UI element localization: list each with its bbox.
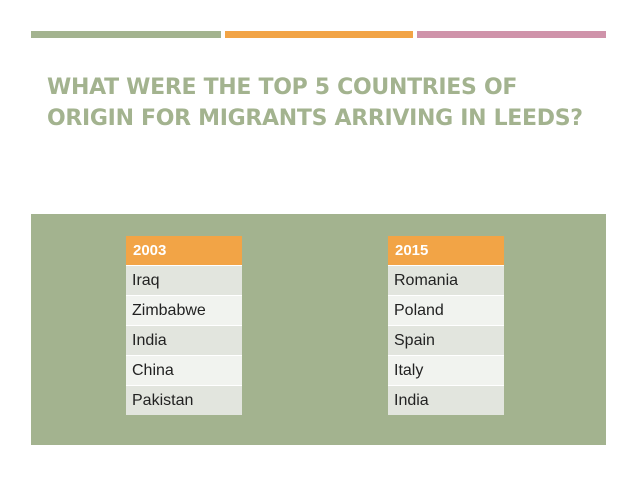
table-cell: China xyxy=(126,355,242,386)
table-cell: Spain xyxy=(388,325,504,356)
table-2015: 2015 Romania Poland Spain Italy India xyxy=(388,236,504,415)
table-cell: Romania xyxy=(388,265,504,296)
content-panel: 2003 Iraq Zimbabwe India China Pakistan … xyxy=(31,214,606,445)
accent-bar-pink xyxy=(417,31,606,38)
table-cell: India xyxy=(388,385,504,415)
accent-bar-green xyxy=(31,31,221,38)
table-cell: Iraq xyxy=(126,265,242,296)
table-header: 2003 xyxy=(126,236,242,266)
accent-bar-orange xyxy=(225,31,413,38)
table-cell: Pakistan xyxy=(126,385,242,415)
slide-title: What were the top 5 countries of origin … xyxy=(47,75,583,131)
table-header: 2015 xyxy=(388,236,504,266)
table-2003: 2003 Iraq Zimbabwe India China Pakistan xyxy=(126,236,242,415)
table-cell: Zimbabwe xyxy=(126,295,242,326)
table-cell: Poland xyxy=(388,295,504,326)
table-cell: Italy xyxy=(388,355,504,386)
table-cell: India xyxy=(126,325,242,356)
